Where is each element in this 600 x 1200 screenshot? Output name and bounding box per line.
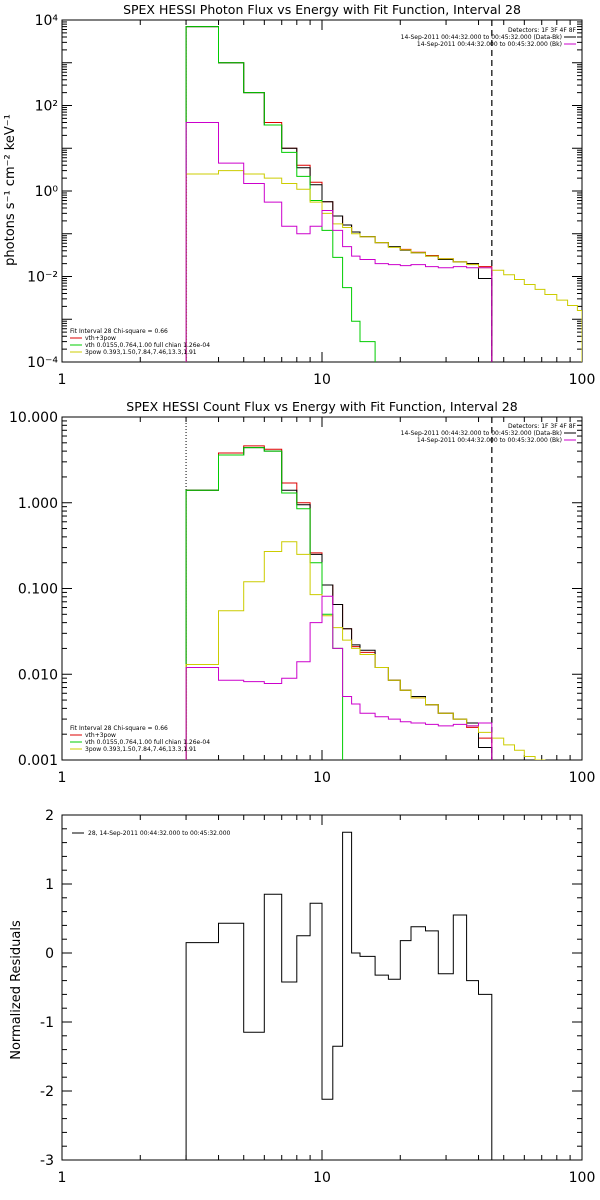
- series-data-line: [185, 831, 493, 1160]
- count-flux-title: SPEX HESSI Count Flux vs Energy with Fit…: [126, 399, 517, 414]
- photon-flux-fit-header: Fit Interval 28 Chi-square = 0.66: [70, 328, 168, 335]
- photon-flux-ylabel: photons s⁻¹ cm⁻² keV⁻¹: [3, 114, 18, 266]
- photon-flux-fit-entry-2: vth 0.0155,0.764,1.00 full chian 1.26e-0…: [85, 342, 210, 349]
- series-3pow-line: [185, 541, 546, 760]
- series-vth-line: [185, 447, 344, 760]
- y-tick-label: 10⁻⁴: [27, 355, 58, 371]
- y-tick-label: 0.001: [18, 753, 58, 769]
- series-data-line: [185, 26, 493, 362]
- series-vth+3pow-line: [185, 26, 493, 362]
- series-group: [185, 445, 546, 760]
- y-tick-label: 10⁰: [35, 184, 59, 200]
- photon-flux-fit-entry-1: vth+3pow: [85, 335, 116, 342]
- y-tick-label: 10²: [35, 99, 58, 115]
- count-flux-fit-entry-2: vth 0.0155,0.764,1.00 full chian 1.26e-0…: [85, 739, 210, 746]
- x-tick-label: 10: [313, 372, 331, 388]
- photon-flux-panel: SPEX HESSI Photon Flux vs Energy with Fi…: [3, 2, 595, 388]
- series-vth-line: [185, 26, 376, 362]
- photon-flux-legend-top: Detectors: 1F 3F 4F 8F 14-Sep-2011 00:44…: [401, 27, 577, 48]
- count-flux-fit-entry-1: vth+3pow: [85, 732, 116, 739]
- photon-flux-legend-entry-1: 14-Sep-2011 00:44:32.000 to 00:45:32.000…: [401, 34, 562, 41]
- series-Bk-line: [185, 595, 493, 760]
- y-tick-label: 10⁻²: [27, 270, 58, 286]
- x-tick-label: 10: [313, 770, 331, 786]
- y-tick-label: -1: [40, 1015, 54, 1031]
- photon-flux-fit-entry-3: 3pow 0.393,1.50,7.84,7.46,13.3,1.91: [85, 349, 197, 356]
- y-tick-label: 0.010: [18, 667, 58, 683]
- photon-flux-plot: 1 10 100 10⁴ 10² 10⁰ 10⁻² 10⁻⁴: [27, 13, 595, 388]
- y-tick-label: 0.100: [18, 582, 58, 598]
- photon-flux-legend-bottom: Fit Interval 28 Chi-square = 0.66 vth+3p…: [70, 328, 210, 356]
- residuals-legend-text: 28, 14-Sep-2011 00:44:32.000 to 00:45:32…: [88, 830, 231, 837]
- y-tick-label: -2: [40, 1084, 54, 1100]
- x-tick-label: 1: [58, 372, 67, 388]
- y-tick-label: 0: [45, 946, 54, 962]
- count-flux-legend-bottom: Fit Interval 28 Chi-square = 0.66 vth+3p…: [70, 725, 210, 753]
- y-tick-label: 1.000: [18, 496, 58, 512]
- y-tick-label: -3: [40, 1153, 54, 1169]
- y-tick-label: 10⁴: [35, 13, 59, 29]
- residuals-ylabel: Normalized Residuals: [9, 920, 24, 1060]
- photon-flux-title: SPEX HESSI Photon Flux vs Energy with Fi…: [123, 2, 521, 17]
- count-flux-legend-top: Detectors: 1F 3F 4F 8F 14-Sep-2011 00:44…: [401, 423, 577, 444]
- x-tick-label: 100: [569, 1170, 596, 1186]
- count-flux-fit-entry-3: 3pow 0.393,1.50,7.84,7.46,13.3,1.91: [85, 746, 197, 753]
- x-tick-label: 10: [313, 1170, 331, 1186]
- x-tick-label: 1: [58, 770, 67, 786]
- count-flux-detectors: Detectors: 1F 3F 4F 8F: [508, 423, 577, 430]
- series-group: [185, 831, 493, 1160]
- y-tick-label: 2: [45, 808, 54, 824]
- photon-flux-detectors: Detectors: 1F 3F 4F 8F: [508, 27, 577, 34]
- count-flux-panel: SPEX HESSI Count Flux vs Energy with Fit…: [9, 399, 595, 786]
- series-group: [185, 26, 582, 362]
- x-tick-label: 100: [569, 372, 596, 388]
- count-flux-legend-entry-1: 14-Sep-2011 00:44:32.000 to 00:45:32.000…: [401, 430, 562, 437]
- photon-flux-legend-entry-2: 14-Sep-2011 00:44:32.000 to 00:45:32.000…: [417, 41, 562, 48]
- series-data-line: [185, 447, 493, 760]
- series-vth+3pow-line: [185, 445, 493, 760]
- count-flux-legend-entry-2: 14-Sep-2011 00:44:32.000 to 00:45:32.000…: [417, 437, 562, 444]
- y-tick-label: 1: [45, 877, 54, 893]
- count-flux-plot: 1 10 100 10.000 1.000 0.100 0.010 0.001: [9, 410, 595, 786]
- x-tick-label: 100: [569, 770, 596, 786]
- x-tick-label: 1: [58, 1170, 67, 1186]
- series-3pow-line: [185, 170, 582, 362]
- series-Bk-line: [185, 122, 493, 362]
- count-flux-fit-header: Fit Interval 28 Chi-square = 0.66: [70, 725, 168, 732]
- y-tick-label: 10.000: [9, 410, 58, 426]
